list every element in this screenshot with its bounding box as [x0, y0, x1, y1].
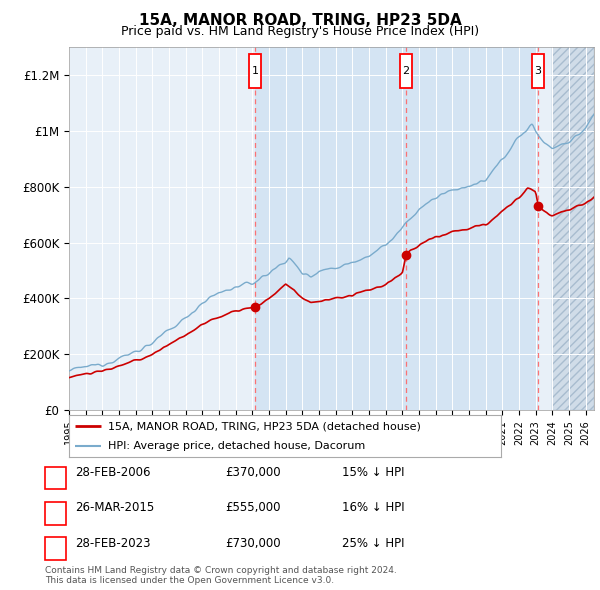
Text: 2: 2 — [403, 66, 410, 76]
Text: Contains HM Land Registry data © Crown copyright and database right 2024.
This d: Contains HM Land Registry data © Crown c… — [45, 566, 397, 585]
Bar — [406, 47, 538, 410]
Text: 1: 1 — [52, 466, 59, 479]
Text: HPI: Average price, detached house, Dacorum: HPI: Average price, detached house, Daco… — [108, 441, 365, 451]
Text: 25% ↓ HPI: 25% ↓ HPI — [342, 537, 404, 550]
Bar — [249, 54, 260, 88]
Bar — [553, 47, 594, 410]
Text: 28-FEB-2023: 28-FEB-2023 — [75, 537, 151, 550]
Text: Price paid vs. HM Land Registry's House Price Index (HPI): Price paid vs. HM Land Registry's House … — [121, 25, 479, 38]
Text: £370,000: £370,000 — [225, 466, 281, 479]
Bar — [255, 47, 406, 410]
Text: 3: 3 — [535, 66, 542, 76]
Bar — [532, 54, 544, 88]
Text: 15A, MANOR ROAD, TRING, HP23 5DA: 15A, MANOR ROAD, TRING, HP23 5DA — [139, 13, 461, 28]
Text: 15A, MANOR ROAD, TRING, HP23 5DA (detached house): 15A, MANOR ROAD, TRING, HP23 5DA (detach… — [108, 421, 421, 431]
Text: 3: 3 — [52, 537, 59, 550]
Text: 16% ↓ HPI: 16% ↓ HPI — [342, 502, 404, 514]
Text: 28-FEB-2006: 28-FEB-2006 — [75, 466, 151, 479]
Text: £555,000: £555,000 — [225, 502, 281, 514]
Text: 26-MAR-2015: 26-MAR-2015 — [75, 502, 154, 514]
Text: 1: 1 — [251, 66, 259, 76]
Text: £730,000: £730,000 — [225, 537, 281, 550]
Text: 15% ↓ HPI: 15% ↓ HPI — [342, 466, 404, 479]
Bar — [400, 54, 412, 88]
Text: 2: 2 — [52, 502, 59, 514]
